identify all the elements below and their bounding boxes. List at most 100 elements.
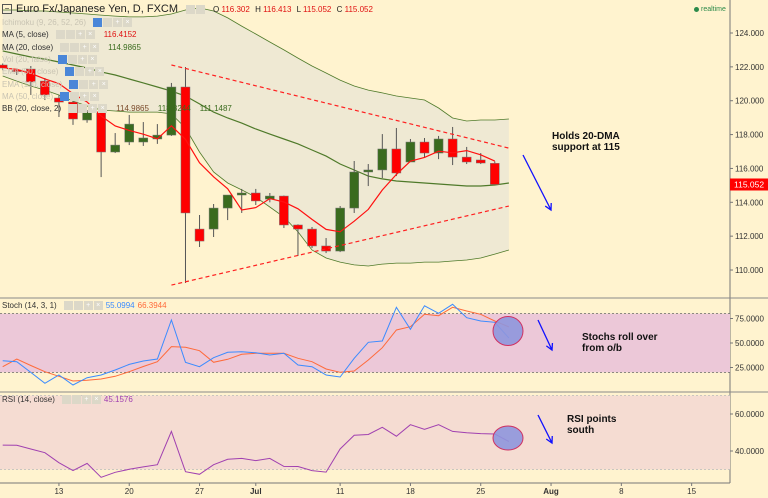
legend-row[interactable]: MA (50, close) + × [2, 91, 100, 102]
bollinger-fill [2, 7, 509, 266]
legend-label: MA (5, close) [2, 30, 49, 40]
plus-icon[interactable]: + [89, 79, 99, 89]
arrow-head [545, 342, 554, 352]
legend-label: BB (20, close, 2) [2, 104, 62, 114]
gear-icon[interactable] [70, 42, 80, 52]
candle-body [40, 80, 50, 96]
plus-icon[interactable]: + [75, 30, 85, 40]
price-tick-label: 114.000 [735, 198, 764, 207]
gear-icon[interactable] [65, 30, 75, 40]
time-tick-label: Jul [250, 487, 262, 496]
legend-row[interactable]: MA (20, close) + × 114.9865 [2, 42, 141, 53]
eye-icon[interactable] [68, 104, 78, 114]
candle [405, 138, 416, 163]
price-arrow-icon [522, 154, 552, 212]
plus-icon[interactable]: + [80, 42, 90, 52]
eye-icon[interactable] [65, 67, 75, 77]
close-icon[interactable]: × [90, 42, 100, 52]
gear-icon[interactable] [75, 67, 85, 77]
symbol-title: Euro Fx/Japanese Yen, D, FXCM [16, 3, 179, 15]
rsi-value: 45.1576 [103, 395, 133, 404]
candle [349, 160, 359, 213]
realtime-status: realtime [694, 6, 726, 13]
gear-icon[interactable] [70, 91, 80, 101]
plus-icon[interactable]: + [113, 18, 123, 27]
price-tick-label: 120.000 [735, 97, 764, 106]
gear-icon[interactable] [71, 395, 81, 404]
legend-value: 116.4152 [103, 30, 137, 40]
eye-icon[interactable] [60, 42, 70, 52]
price-tick-label: 112.000 [735, 232, 764, 241]
candle-body [138, 137, 149, 143]
candle-body [405, 141, 416, 163]
time-tick-label: 15 [687, 487, 696, 496]
eye-icon[interactable] [60, 91, 70, 101]
candle [433, 135, 444, 160]
stoch-legend: Stoch (14, 3, 1) + × 55.0994 66.3944 [2, 300, 167, 311]
candle-body [236, 192, 247, 196]
candle-body [307, 228, 317, 247]
candle-body [475, 159, 486, 164]
stoch-arrow-icon [537, 319, 554, 352]
candle-body [433, 138, 444, 154]
candle-body [279, 195, 289, 226]
stoch-tick-label: 75.0000 [735, 315, 764, 324]
eye-icon[interactable] [55, 30, 65, 40]
eye-icon[interactable] [93, 18, 103, 27]
candle [293, 224, 303, 256]
time-tick-label: 13 [54, 487, 63, 496]
candle [222, 194, 233, 221]
low-value: 115.052 [303, 4, 332, 14]
close-icon[interactable]: × [95, 67, 105, 77]
eye-icon[interactable] [69, 79, 79, 89]
collapse-icon[interactable]: − [2, 4, 12, 14]
time-tick-label: Aug [543, 487, 559, 496]
rsi-tick-label: 60.0000 [735, 410, 764, 419]
eye-icon[interactable] [61, 395, 71, 404]
legend-row[interactable]: EMA (50, close) + × [2, 66, 105, 77]
gear-icon[interactable] [196, 4, 206, 14]
rsi-line [2, 424, 510, 478]
plus-icon[interactable]: + [80, 91, 90, 101]
close-icon[interactable]: × [91, 395, 101, 404]
legend-row[interactable]: Vol (20, false) + × [2, 54, 97, 65]
gear-icon[interactable] [78, 104, 88, 114]
arrow-head [544, 202, 552, 212]
plus-icon[interactable]: + [81, 395, 91, 404]
plus-icon[interactable]: + [85, 67, 95, 77]
rsi-tick-label: 40.0000 [735, 447, 764, 456]
legend-row[interactable]: Ichimoku (9, 26, 52, 26) + × [2, 17, 133, 28]
candle [279, 195, 289, 229]
candle-body [349, 171, 359, 209]
close-icon[interactable]: × [93, 301, 103, 310]
plus-icon[interactable]: + [77, 54, 87, 64]
legend-row[interactable]: EMA (110, close) + × [2, 79, 109, 90]
gear-icon[interactable] [73, 301, 83, 310]
time-tick-label: 8 [619, 487, 624, 496]
close-icon[interactable]: × [85, 30, 95, 40]
plus-icon[interactable]: + [83, 301, 93, 310]
close-icon[interactable]: × [123, 18, 133, 27]
legend-row[interactable]: BB (20, close, 2) + × 114.9865 118.8244 111.1… [2, 103, 232, 114]
close-icon[interactable]: × [98, 104, 108, 114]
candle-body [110, 144, 120, 153]
stoch-tick-label: 25.0000 [735, 364, 764, 373]
gear-icon[interactable] [67, 54, 77, 64]
candle [490, 161, 500, 185]
rsi-band [0, 395, 730, 470]
close-icon[interactable]: × [87, 54, 97, 64]
eye-icon[interactable] [63, 301, 73, 310]
candle-body [166, 86, 177, 136]
close-icon[interactable]: × [90, 91, 100, 101]
legend-row[interactable]: MA (5, close) + × 116.4152 [2, 29, 136, 40]
gear-icon[interactable] [79, 79, 89, 89]
candle-body [293, 224, 303, 230]
stoch-highlight-circle [492, 316, 524, 346]
plus-icon[interactable]: + [88, 104, 98, 114]
eye-icon[interactable] [186, 4, 196, 14]
eye-icon[interactable] [57, 54, 67, 64]
gear-icon[interactable] [103, 18, 113, 27]
close-icon[interactable]: × [99, 79, 109, 89]
time-tick-label: 20 [125, 487, 134, 496]
